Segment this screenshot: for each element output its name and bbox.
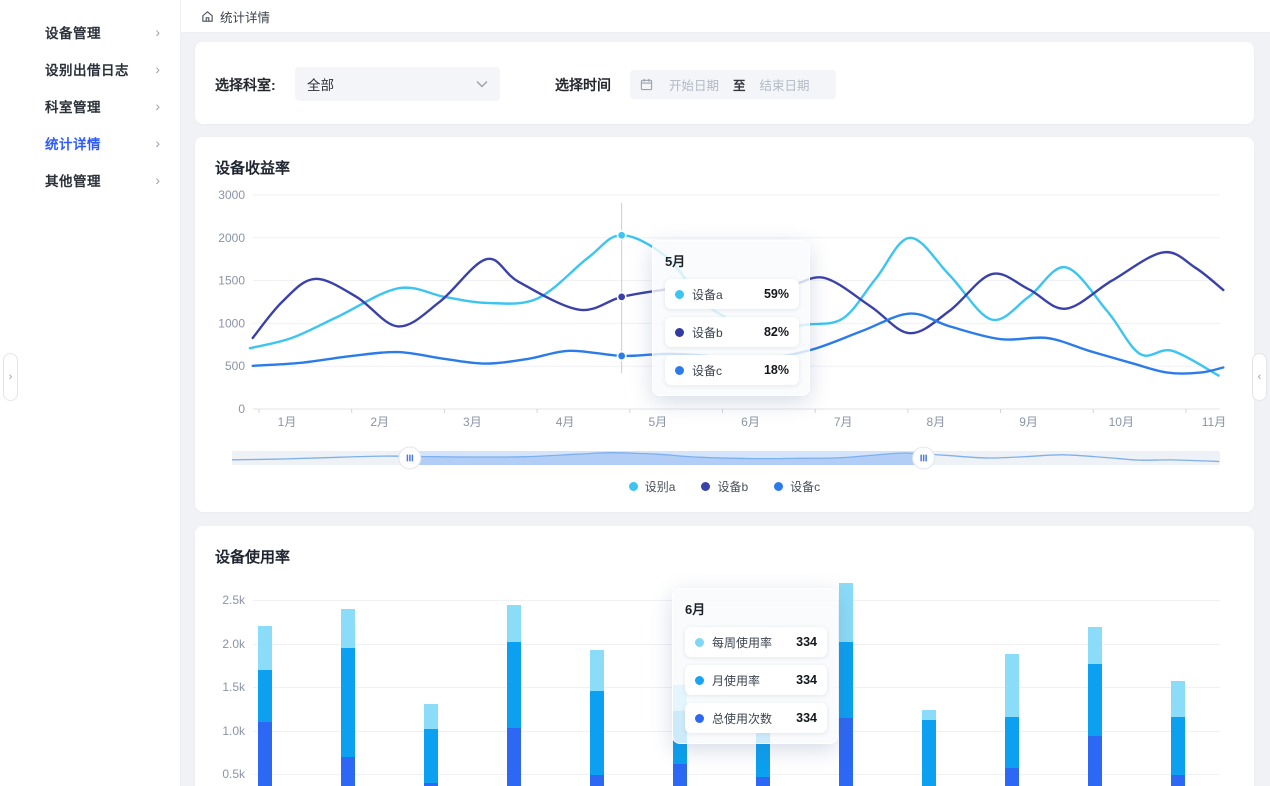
tooltip-series-name: 设备a: [692, 287, 723, 302]
breadcrumb-label: 统计详情: [220, 10, 271, 25]
svg-text:4月: 4月: [556, 415, 575, 429]
sidebar-item-label: 科室管理: [45, 99, 101, 115]
top-bar: 统计详情: [181, 0, 1270, 33]
series-a-dot-icon: [675, 289, 684, 299]
chevron-right-icon: ›: [155, 134, 160, 151]
tooltip-series-value: 59%: [763, 287, 789, 301]
svg-text:2月: 2月: [370, 415, 389, 429]
tooltip-row: 设备a 59%: [665, 279, 799, 309]
sidebar-item-label: 其他管理: [45, 173, 101, 189]
department-select-value: 全部: [307, 78, 334, 93]
chevron-right-icon: ›: [8, 371, 13, 383]
filter-card: 选择科室: 全部 选择时间 开始日期 至 结束日期: [195, 42, 1254, 124]
svg-text:6月: 6月: [741, 415, 760, 429]
series-b-dot-icon: [675, 327, 684, 337]
revenue-chart-card: 设备收益率 3000 2000 1500 1000 500 0 1月 2月 3月 4月 5月 6月 7月…: [195, 137, 1254, 512]
sidebar-item-department-management[interactable]: 科室管理 ›: [0, 87, 180, 124]
svg-text:500: 500: [225, 359, 245, 373]
sidebar-item-label: 设别出借日志: [45, 62, 129, 78]
tooltip-series-name: 每周使用率: [712, 635, 773, 650]
series-c-dot-icon: [675, 365, 684, 375]
date-range-separator: 至: [733, 79, 746, 93]
chevron-down-icon: [476, 81, 488, 88]
tooltip-series-value: 334: [796, 673, 817, 687]
legend-dot-icon: [628, 482, 638, 491]
tooltip-series-name: 总使用次数: [712, 711, 773, 726]
chevron-left-icon: ‹: [1257, 371, 1262, 383]
start-date-input[interactable]: 开始日期: [669, 79, 720, 93]
home-icon: [202, 10, 213, 22]
sidebar-item-other-management[interactable]: 其他管理 ›: [0, 161, 180, 198]
breadcrumb[interactable]: 统计详情: [201, 7, 270, 26]
tooltip-row: 每周使用率 334: [685, 627, 827, 657]
department-filter-label: 选择科室:: [215, 77, 276, 93]
legend-dot-icon: [774, 482, 784, 491]
tooltip-series-name: 月使用率: [712, 673, 761, 688]
sidebar-item-statistics-detail[interactable]: 统计详情 ›: [0, 124, 180, 161]
usage-chart-title: 设备使用率: [215, 549, 291, 566]
svg-text:3000: 3000: [218, 188, 245, 202]
department-select[interactable]: 全部: [295, 67, 500, 101]
tooltip-series-name: 设备c: [692, 363, 723, 378]
line-chart-tooltip: 5月 设备a 59% 设备b 82% 设备c 18%: [652, 240, 810, 396]
sidebar-menu: 设备管理 › 设别出借日志 › 科室管理 › 统计详情 › 其他管理 ›: [0, 0, 180, 198]
tooltip-row: 总使用次数 334: [685, 703, 827, 733]
tooltip-row: 设备b 82%: [665, 317, 799, 347]
legend-item[interactable]: 设备b: [701, 478, 748, 495]
bar-chart-plot[interactable]: 2.5k 2.0k 1.5k 1.0k 0.5k: [195, 526, 1254, 786]
svg-text:1500: 1500: [218, 274, 245, 288]
legend-dot-icon: [701, 482, 711, 491]
tooltip-row: 设备c 18%: [665, 355, 799, 385]
sidebar-item-lending-log[interactable]: 设别出借日志 ›: [0, 50, 180, 87]
svg-text:1月: 1月: [278, 415, 297, 429]
tooltip-title: 6月: [685, 602, 706, 617]
tooltip-series-value: 334: [796, 711, 817, 725]
tooltip-series-value: 18%: [763, 363, 789, 377]
svg-text:0: 0: [238, 402, 245, 416]
bar-chart-tooltip: 6月 每周使用率 334 月使用率 334 总使用次数 334: [672, 588, 838, 744]
chevron-right-icon: ›: [155, 23, 160, 40]
tooltip-series-value: 82%: [763, 325, 789, 339]
legend-label: 设备b: [717, 480, 749, 494]
legend-item[interactable]: 设别a: [628, 478, 676, 495]
monthly-usage-dot-icon: [695, 675, 704, 685]
sidebar-item-label: 设备管理: [45, 25, 101, 41]
svg-text:1000: 1000: [218, 316, 245, 330]
chevron-right-icon: ›: [155, 97, 160, 114]
sidebar-item-device-management[interactable]: 设备管理 ›: [0, 13, 180, 50]
svg-text:3月: 3月: [463, 415, 482, 429]
tooltip-series-name: 设备b: [692, 325, 723, 340]
tooltip-row: 月使用率 334: [685, 665, 827, 695]
legend-label: 设别a: [644, 480, 676, 494]
total-usage-dot-icon: [695, 713, 704, 723]
tooltip-series-value: 334: [796, 635, 817, 649]
svg-text:11月: 11月: [1202, 415, 1226, 429]
legend-label: 设备c: [790, 480, 821, 494]
sidebar-expand-button[interactable]: ›: [3, 353, 18, 401]
line-chart-plot[interactable]: 3000 2000 1500 1000 500 0 1月 2月 3月 4月 5月 6月 7月 8月 9月 10…: [195, 137, 1254, 512]
date-range-picker[interactable]: 开始日期 至 结束日期: [630, 70, 836, 99]
chevron-right-icon: ›: [155, 171, 160, 188]
weekly-usage-dot-icon: [695, 637, 704, 647]
panel-collapse-button[interactable]: ‹: [1252, 353, 1267, 401]
chevron-right-icon: ›: [155, 60, 160, 77]
svg-text:8月: 8月: [927, 415, 946, 429]
sidebar-item-label: 统计详情: [45, 136, 101, 152]
line-chart-legend: 设别a 设备b 设备c: [195, 478, 1254, 495]
tooltip-title: 5月: [665, 254, 686, 269]
time-filter-label: 选择时间: [555, 77, 611, 93]
svg-text:9月: 9月: [1019, 415, 1038, 429]
svg-text:2000: 2000: [218, 231, 245, 245]
revenue-chart-title: 设备收益率: [215, 160, 291, 177]
svg-text:10月: 10月: [1109, 415, 1134, 429]
calendar-icon: [640, 78, 653, 91]
legend-item[interactable]: 设备c: [774, 478, 820, 495]
svg-text:7月: 7月: [834, 415, 853, 429]
usage-chart-card: 设备使用率 2.5k 2.0k 1.5k 1.0k 0.5k 6月 每周使用率 334 …: [195, 526, 1254, 786]
sidebar: 设备管理 › 设别出借日志 › 科室管理 › 统计详情 › 其他管理 ›: [0, 0, 181, 786]
end-date-input[interactable]: 结束日期: [759, 79, 810, 93]
svg-text:5月: 5月: [648, 415, 667, 429]
